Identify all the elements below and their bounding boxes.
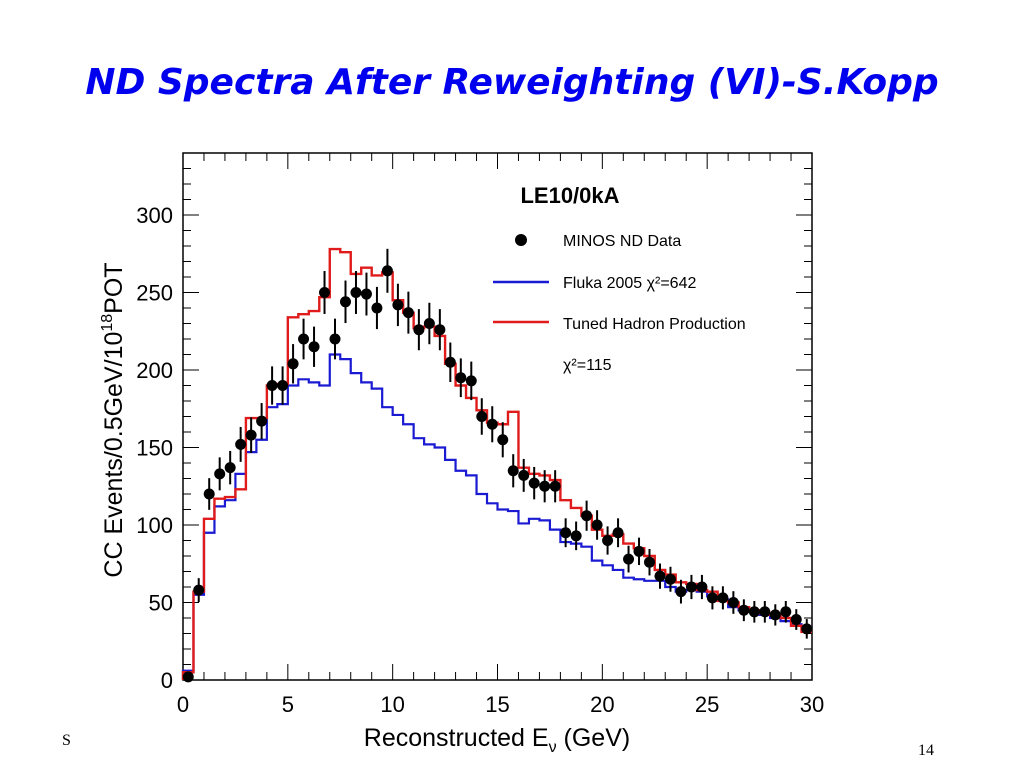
- data-point: [612, 527, 624, 539]
- legend-fluka-label: Fluka 2005 χ²=642: [563, 275, 696, 292]
- data-point: [256, 415, 268, 427]
- legend-tuned-chi2: χ²=115: [563, 357, 612, 374]
- y-tick-label: 250: [136, 281, 173, 306]
- slide-title: ND Spectra After Reweighting (VI)-S.Kopp: [85, 62, 939, 103]
- series-fluka-line: [181, 353, 812, 680]
- legend: MINOS ND Data Fluka 2005 χ²=642 Tuned Ha…: [493, 233, 746, 374]
- data-point: [277, 380, 289, 391]
- x-axis-label-sub: ν: [549, 739, 557, 756]
- data-point: [581, 510, 593, 522]
- legend-tuned-label: Tuned Hadron Production: [563, 316, 746, 333]
- data-point: [360, 288, 372, 300]
- legend-data-marker: [515, 234, 527, 246]
- y-tick-label: 50: [149, 591, 173, 616]
- data-point: [455, 372, 467, 384]
- x-tick-label: 10: [380, 692, 404, 717]
- data-point: [644, 556, 656, 568]
- data-point: [235, 438, 247, 450]
- data-point: [633, 545, 645, 557]
- y-axis-label: CC Events/0.5GeV/1018POT: [99, 262, 128, 577]
- x-tick-label: 5: [282, 692, 294, 717]
- x-axis-label-main: Reconstructed E: [364, 724, 549, 752]
- data-point: [413, 324, 425, 336]
- x-axis-label-unit: (GeV): [557, 724, 631, 752]
- x-tick-label: 30: [800, 692, 824, 717]
- y-tick-label: 100: [136, 513, 173, 538]
- data-point: [738, 604, 750, 616]
- data-point: [759, 606, 771, 618]
- data-point: [591, 519, 603, 531]
- data-point: [203, 488, 215, 500]
- series-tuned-line: [181, 247, 812, 680]
- data-point: [801, 623, 813, 635]
- chart-title: LE10/0kA: [520, 183, 619, 208]
- data-point: [654, 570, 666, 582]
- data-point: [434, 324, 446, 336]
- y-tick-label: 200: [136, 358, 173, 383]
- data-point: [675, 586, 687, 598]
- data-point: [748, 606, 760, 618]
- data-point: [214, 468, 226, 480]
- data-point: [664, 573, 676, 585]
- data-point: [329, 333, 341, 345]
- data-point: [507, 465, 519, 477]
- y-axis-label-suffix: POT: [100, 262, 128, 313]
- footer-left: S: [62, 732, 71, 749]
- data-point: [602, 535, 614, 546]
- data-point: [790, 614, 802, 626]
- data-point: [623, 553, 635, 565]
- data-point: [539, 480, 551, 492]
- data-point: [224, 462, 236, 474]
- y-axis-label-main: CC Events/0.5GeV/10: [100, 332, 128, 578]
- data-point: [769, 609, 781, 621]
- data-point: [350, 287, 362, 298]
- data-point: [371, 302, 383, 314]
- data-point: [696, 581, 708, 593]
- x-tick-label: 15: [485, 692, 509, 717]
- data-point: [685, 581, 697, 593]
- data-point: [444, 356, 456, 368]
- data-point: [266, 380, 278, 391]
- data-point: [423, 318, 435, 329]
- data-point: [528, 477, 540, 489]
- data-point: [706, 592, 718, 604]
- legend-data-label: MINOS ND Data: [563, 233, 681, 250]
- data-point: [570, 530, 582, 542]
- x-tick-label: 25: [695, 692, 719, 717]
- data-point: [392, 299, 404, 311]
- data-point: [560, 527, 572, 539]
- data-point: [780, 606, 792, 618]
- data-point: [182, 671, 194, 683]
- data-point: [549, 480, 561, 492]
- x-axis-label: Reconstructed Eν (GeV): [364, 724, 630, 756]
- data-point: [497, 434, 509, 446]
- y-tick-label: 300: [136, 203, 173, 228]
- data-point: [518, 469, 530, 481]
- data-point: [193, 584, 205, 596]
- data-point: [298, 333, 310, 345]
- data-point: [465, 375, 477, 387]
- y-tick-label: 150: [136, 436, 173, 461]
- y-tick-label: 0: [161, 668, 173, 693]
- data-point: [381, 265, 393, 277]
- x-tick-label: 0: [177, 692, 189, 717]
- data-point: [339, 296, 351, 308]
- data-point: [402, 307, 414, 319]
- y-axis-label-sup: 18: [99, 314, 116, 332]
- data-point: [486, 418, 498, 430]
- data-point: [717, 592, 729, 604]
- page-number: 14: [918, 742, 934, 759]
- x-tick-label: 20: [590, 692, 614, 717]
- data-point: [727, 597, 739, 608]
- data-point: [287, 358, 299, 370]
- data-point: [319, 287, 331, 298]
- data-point: [245, 429, 257, 441]
- data-point: [476, 411, 488, 422]
- data-point: [308, 341, 320, 353]
